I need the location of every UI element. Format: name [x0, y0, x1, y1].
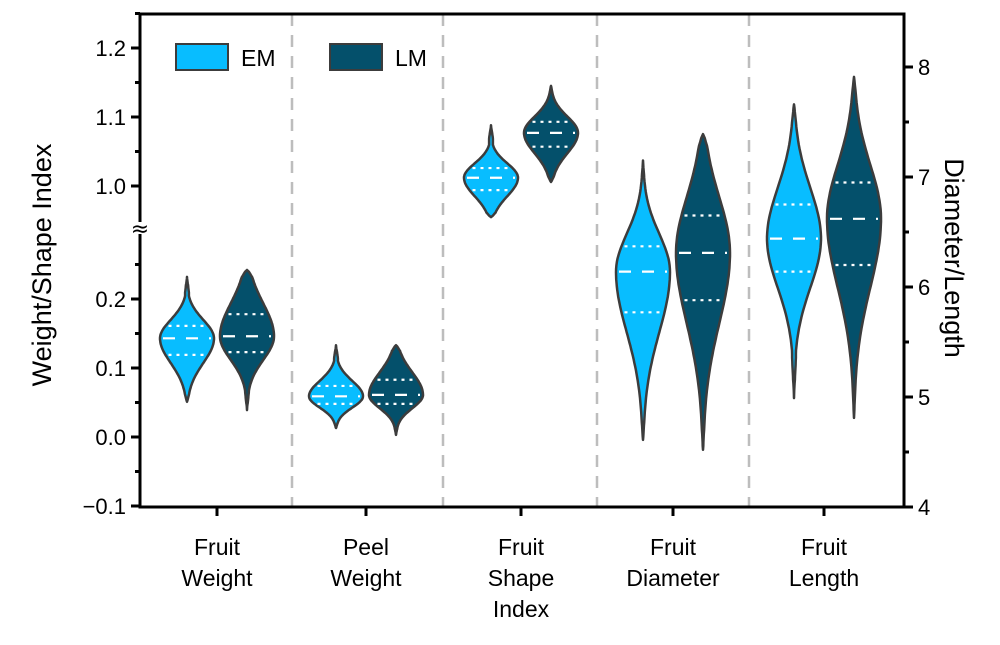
- violin-lm: [674, 132, 732, 452]
- x-axis-labels: Fruit Weight Peel Weight Fruit Shape Index Frui…: [181, 507, 859, 622]
- right-tick-label: 4: [918, 495, 930, 520]
- category-label: Weight: [330, 565, 402, 591]
- left-tick-label: 1.1: [95, 105, 126, 130]
- right-tick-label: 6: [918, 275, 930, 300]
- category-label: Index: [493, 596, 550, 622]
- category-label: Fruit: [498, 534, 545, 560]
- violin-em: [462, 124, 520, 219]
- left-tick-label: 1.2: [95, 36, 126, 61]
- violin-em: [765, 103, 823, 400]
- left-tick-label: −0.1: [83, 494, 126, 519]
- category-label: Peel: [343, 534, 389, 560]
- violin-lm: [522, 84, 580, 184]
- violin-body: [765, 103, 823, 400]
- legend-swatch-lm: [329, 43, 383, 71]
- violin-body: [825, 75, 883, 420]
- violin-lm: [367, 343, 425, 437]
- category-label: Fruit: [194, 534, 241, 560]
- category-dividers: [290, 14, 751, 507]
- right-tick-label: 7: [918, 165, 930, 190]
- category-label: Length: [789, 565, 859, 591]
- legend: EM LM: [175, 43, 427, 71]
- right-tick-label: 8: [918, 55, 930, 80]
- axis-break-icon: ≈: [131, 217, 149, 242]
- category-label: Shape: [488, 565, 555, 591]
- legend-label-lm: LM: [395, 45, 427, 71]
- violins: [158, 75, 883, 452]
- category-label: Fruit: [650, 534, 697, 560]
- violin-em: [614, 159, 672, 442]
- legend-swatch-em: [175, 43, 229, 71]
- violin-body: [462, 124, 520, 219]
- left-tick-label: 0.0: [95, 425, 126, 450]
- legend-item-lm[interactable]: LM: [329, 43, 427, 71]
- violin-body: [367, 343, 425, 437]
- left-axis: −0.1 0.0 0.1 0.2 1.0 1.1 1.2: [83, 12, 148, 519]
- left-tick-label: 0.1: [95, 356, 126, 381]
- right-axis-title: Diameter/Length: [939, 158, 969, 358]
- legend-label-em: EM: [241, 45, 276, 71]
- violin-lm: [825, 75, 883, 420]
- violin-body: [674, 132, 732, 452]
- legend-item-em[interactable]: EM: [175, 43, 276, 71]
- category-label: Diameter: [626, 565, 720, 591]
- right-tick-label: 5: [918, 385, 930, 410]
- category-label: Weight: [181, 565, 253, 591]
- left-tick-label: 1.0: [95, 174, 126, 199]
- violin-body: [614, 159, 672, 442]
- violin-em: [307, 343, 365, 430]
- category-label: Fruit: [801, 534, 848, 560]
- left-axis-title: Weight/Shape Index: [27, 143, 57, 386]
- violin-body: [218, 268, 276, 412]
- right-axis: 4 5 6 7 8: [904, 55, 930, 520]
- axis-break-gap: [134, 222, 148, 234]
- violin-lm: [218, 268, 276, 412]
- left-tick-label: 0.2: [95, 287, 126, 312]
- violin-em: [158, 275, 216, 404]
